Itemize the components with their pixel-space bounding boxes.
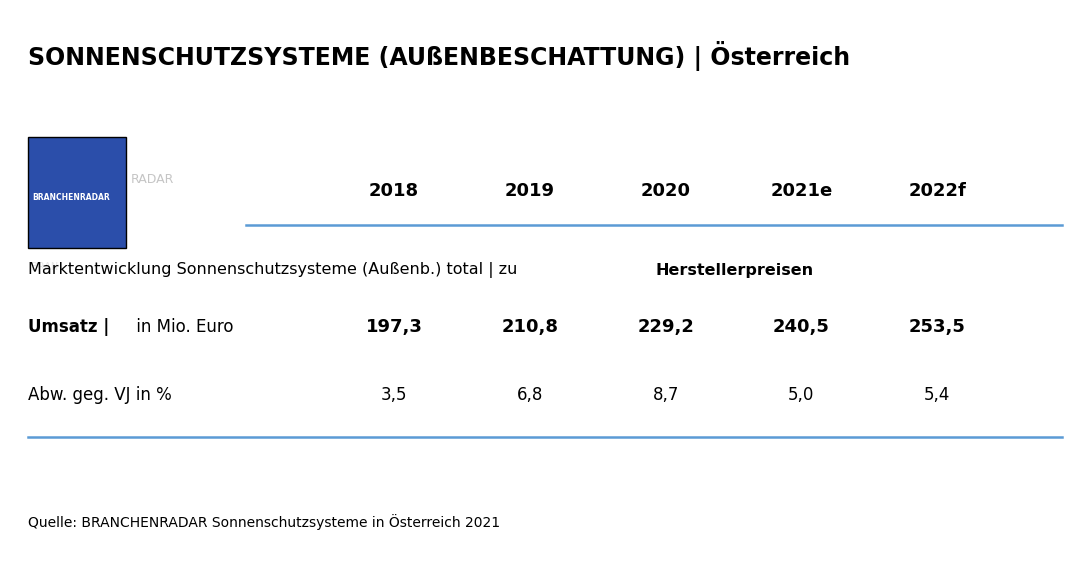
Text: Quelle: BRANCHENRADAR Sonnenschutzsysteme in Österreich 2021: Quelle: BRANCHENRADAR Sonnenschutzsystem… xyxy=(28,514,500,530)
Text: 5,4: 5,4 xyxy=(924,386,951,404)
Text: SONNENSCHUTZSYSTEME (AUßENBESCHATTUNG) | Österreich: SONNENSCHUTZSYSTEME (AUßENBESCHATTUNG) |… xyxy=(28,41,851,71)
Text: 2019: 2019 xyxy=(505,182,555,200)
Text: 8,7: 8,7 xyxy=(652,386,679,404)
Text: 3,5: 3,5 xyxy=(381,386,407,404)
Text: 240,5: 240,5 xyxy=(773,318,830,336)
Text: 2020: 2020 xyxy=(640,182,691,200)
Text: 5,0: 5,0 xyxy=(788,386,815,404)
Text: RADAR: RADAR xyxy=(132,173,175,186)
Text: BRANCHENRADAR: BRANCHENRADAR xyxy=(32,193,110,202)
Text: Abw. geg. VJ in %: Abw. geg. VJ in % xyxy=(28,386,171,404)
Text: Herstellerpreisen: Herstellerpreisen xyxy=(657,263,814,278)
Text: 197,3: 197,3 xyxy=(365,318,423,336)
FancyBboxPatch shape xyxy=(28,137,126,248)
Text: 210,8: 210,8 xyxy=(501,318,558,336)
Text: Umsatz |: Umsatz | xyxy=(28,318,110,336)
Text: in Mio. Euro: in Mio. Euro xyxy=(132,318,234,336)
Text: 253,5: 253,5 xyxy=(909,318,966,336)
Text: 229,2: 229,2 xyxy=(637,318,694,336)
Text: 6,8: 6,8 xyxy=(516,386,543,404)
Text: Marktentwicklung Sonnenschutzsysteme (Außenb.) total | zu: Marktentwicklung Sonnenschutzsysteme (Au… xyxy=(28,262,523,278)
Text: 2021e: 2021e xyxy=(771,182,832,200)
Text: 2018: 2018 xyxy=(369,182,419,200)
Text: BRAN: BRAN xyxy=(31,262,58,271)
Text: 2022f: 2022f xyxy=(909,182,966,200)
